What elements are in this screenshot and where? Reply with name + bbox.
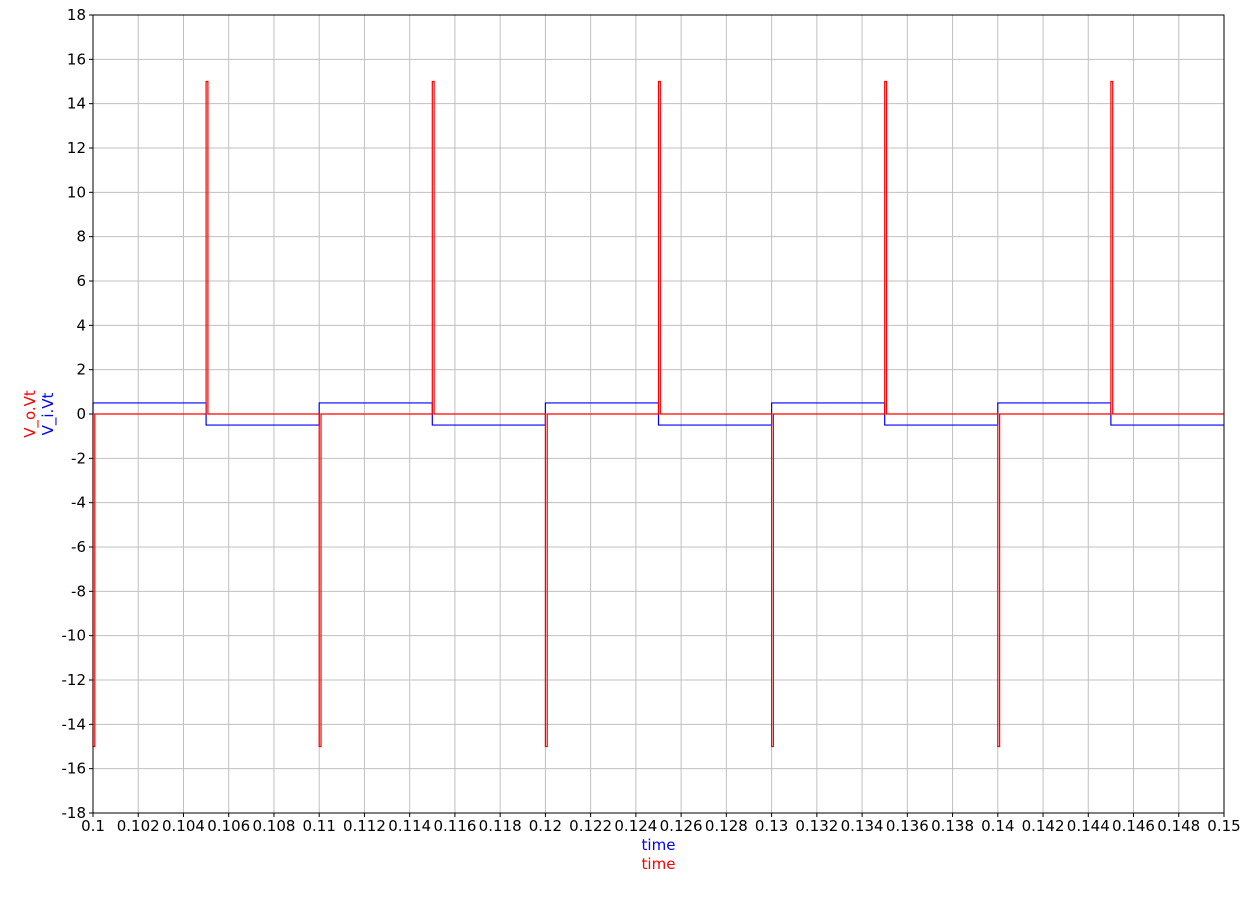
y-tick-label: -8 [71,582,86,600]
x-tick-label: 0.108 [252,817,295,835]
x-tick-labels: 0.1 0.102 0.104 0.106 0.108 0.11 0.112 0.114 0.1… [81,817,1241,835]
x-tick-label: 0.13 [755,817,788,835]
x-axis-title: time [642,836,676,854]
y-tick-label: 0 [76,405,86,423]
y-tick-label: -16 [62,760,87,778]
y-tick-label: 16 [67,50,86,68]
x-tick-label: 0.1 [81,817,105,835]
y-tick-label: 14 [67,95,86,113]
y-tick-labels: 18 16 14 12 10 8 6 4 2 0 -2 -4 -6 -8 -10 -12 -14 -16 -18 [62,6,87,822]
y-tick-label: 10 [67,183,86,201]
y-tick-label: 2 [76,361,86,379]
x-tick-label: 0.148 [1157,817,1200,835]
x-tick-label: 0.138 [931,817,974,835]
x-tick-label: 0.122 [569,817,612,835]
y-tick-label: 12 [67,139,86,157]
series-group [92,80,1224,748]
x-tick-label: 0.12 [529,817,562,835]
y-axis-title: V_o.Vt [21,390,40,438]
y-tick-label: -2 [71,449,86,467]
x-tick-label: 0.14 [981,817,1014,835]
y-tick-label: -4 [71,494,86,512]
x-tick-label: 0.116 [433,817,476,835]
x-tick-label: 0.146 [1112,817,1155,835]
y-axis-labels: V_o.Vt V_i.Vt [21,390,58,438]
x-tick-label: 0.114 [388,817,431,835]
plot-frame [92,14,1225,814]
y-tick-label: 4 [76,316,86,334]
y-tick-label: -18 [62,804,87,822]
y-tick-label: 8 [76,228,86,246]
x-axis-title: time [642,855,676,873]
x-tick-label: 0.106 [207,817,250,835]
x-tick-label: 0.132 [795,817,838,835]
x-tick-label: 0.124 [614,817,657,835]
x-tick-label: 0.102 [117,817,160,835]
series-line-v-o-vt [92,80,1224,748]
y-tick-label: 18 [67,6,86,24]
x-tick-label: 0.112 [343,817,386,835]
x-tick-label: 0.126 [660,817,703,835]
x-tick-label: 0.15 [1207,817,1240,835]
grid-lines [89,14,1225,817]
x-tick-label: 0.136 [886,817,929,835]
x-tick-label: 0.144 [1067,817,1110,835]
y-tick-label: 6 [76,272,86,290]
y-tick-label: -14 [62,715,87,733]
x-tick-label: 0.142 [1022,817,1065,835]
y-tick-label: -12 [62,671,87,689]
x-tick-label: 0.11 [302,817,335,835]
y-tick-label: -10 [62,627,87,645]
x-tick-label: 0.118 [479,817,522,835]
x-tick-label: 0.104 [162,817,205,835]
x-tick-label: 0.134 [841,817,884,835]
y-tick-label: -6 [71,538,86,556]
y-axis-title: V_i.Vt [39,392,58,435]
x-tick-label: 0.128 [705,817,748,835]
